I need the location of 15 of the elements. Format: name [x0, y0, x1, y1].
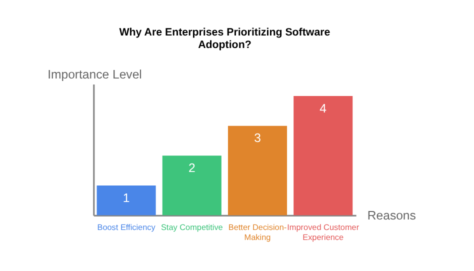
- data-label: 3: [254, 131, 262, 146]
- x-axis-title: Reasons: [367, 208, 416, 222]
- y-axis-title: Importance Level: [48, 67, 142, 82]
- x-tick-label: Improved Customer Experience: [287, 223, 360, 242]
- data-label: 2: [188, 161, 196, 176]
- x-tick-label: Boost Efficiency: [97, 223, 156, 232]
- bar: [228, 126, 288, 216]
- bar: [294, 96, 353, 216]
- data-label: 4: [320, 101, 327, 116]
- x-tick-label: Stay Competitive: [160, 223, 224, 232]
- data-label: 1: [122, 190, 130, 205]
- bar: [162, 156, 222, 216]
- bar: [96, 185, 156, 216]
- x-tick-label: Better Decision-Making: [228, 223, 287, 242]
- chart-title: Why Are Enterprises Prioritizing Software Adoption?: [119, 26, 330, 51]
